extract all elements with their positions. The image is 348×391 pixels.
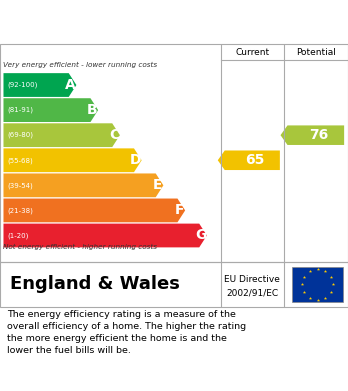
- Polygon shape: [3, 224, 207, 248]
- Text: (21-38): (21-38): [8, 207, 33, 213]
- Polygon shape: [3, 174, 164, 197]
- Text: E: E: [153, 178, 162, 192]
- Polygon shape: [3, 199, 185, 222]
- Polygon shape: [280, 126, 344, 145]
- Text: Potential: Potential: [296, 48, 336, 57]
- Text: (55-68): (55-68): [8, 157, 33, 163]
- Text: Current: Current: [235, 48, 269, 57]
- Text: (39-54): (39-54): [8, 182, 33, 188]
- Text: (81-91): (81-91): [8, 107, 34, 113]
- Polygon shape: [218, 151, 280, 170]
- Text: The energy efficiency rating is a measure of the
overall efficiency of a home. T: The energy efficiency rating is a measur…: [7, 310, 246, 355]
- Text: (1-20): (1-20): [8, 232, 29, 239]
- Text: 76: 76: [309, 128, 328, 142]
- Text: EU Directive: EU Directive: [224, 274, 280, 283]
- Text: England & Wales: England & Wales: [10, 275, 180, 294]
- Text: Energy Efficiency Rating: Energy Efficiency Rating: [14, 13, 243, 31]
- Text: 65: 65: [245, 153, 265, 167]
- Text: F: F: [174, 203, 184, 217]
- Text: 2002/91/EC: 2002/91/EC: [226, 288, 278, 297]
- Text: Very energy efficient - lower running costs: Very energy efficient - lower running co…: [3, 62, 158, 68]
- Text: G: G: [195, 228, 207, 242]
- Text: C: C: [109, 128, 119, 142]
- Polygon shape: [3, 73, 76, 97]
- Text: D: D: [130, 153, 142, 167]
- Polygon shape: [3, 148, 142, 172]
- Text: A: A: [65, 78, 76, 92]
- Polygon shape: [3, 123, 120, 147]
- Polygon shape: [3, 98, 98, 122]
- Text: (92-100): (92-100): [8, 82, 38, 88]
- Text: Not energy efficient - higher running costs: Not energy efficient - higher running co…: [3, 244, 158, 249]
- Text: (69-80): (69-80): [8, 132, 34, 138]
- Bar: [292, 267, 343, 301]
- Text: B: B: [87, 103, 97, 117]
